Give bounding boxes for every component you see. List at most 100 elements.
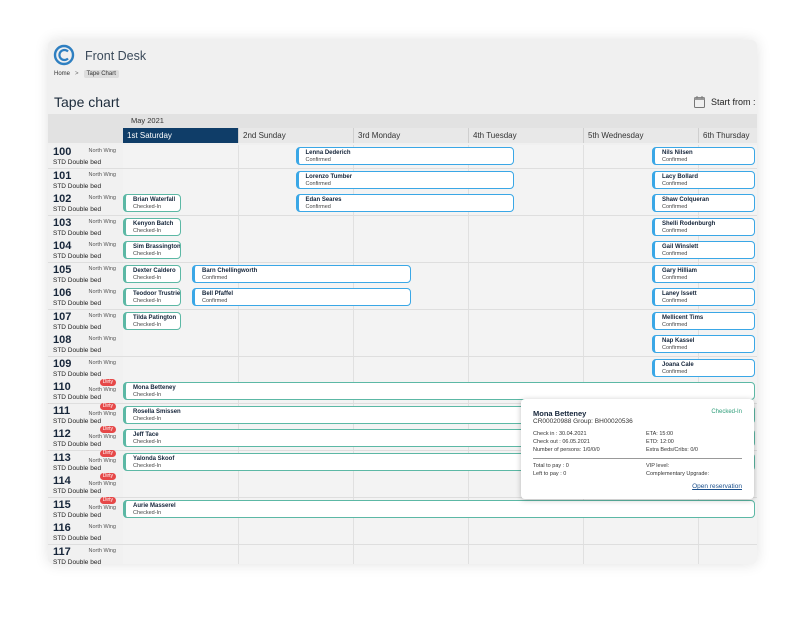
booking-bar[interactable]: Mellicent Tims Confirmed	[652, 311, 755, 330]
app-window: Front Desk Home > Tape Chart Tape chart …	[48, 40, 757, 564]
booking-bar[interactable]: Lorenzo Tumber Confirmed	[295, 170, 514, 189]
room-timeline[interactable]: Joana Cale Confirmed	[123, 356, 757, 380]
booking-status: Confirmed	[202, 274, 228, 281]
room-timeline[interactable]: Teodoor Trustrie Checked-In Bell Pfaffel Co…	[123, 286, 757, 309]
booking-bar[interactable]: Sim Brassington Checked-In	[123, 241, 181, 259]
room-timeline[interactable]: Mona Betteney Checked-In	[123, 380, 757, 403]
day-gridline	[468, 544, 469, 564]
booking-bar[interactable]: Shelli Rodenburgh Confirmed	[652, 217, 755, 236]
breadcrumb: Home > Tape Chart	[54, 70, 119, 78]
day-gridline	[583, 145, 584, 168]
booking-guest-name: Lorenzo Tumber	[305, 173, 353, 180]
popup-left-to-pay: Left to pay : 0	[533, 471, 567, 477]
room-label[interactable]: 103 North Wing STD Double bed	[48, 215, 123, 239]
room-label[interactable]: 111 Dirty North Wing STD Double bed	[48, 402, 123, 427]
day-column-header[interactable]: 6th Thursday	[698, 128, 757, 143]
open-reservation-link[interactable]: Open reservation	[692, 483, 742, 490]
booking-bar[interactable]: Joana Cale Confirmed	[652, 358, 755, 377]
booking-bar[interactable]: Teodoor Trustrie Checked-In	[123, 288, 181, 306]
day-gridline	[238, 192, 239, 215]
room-number: 115	[53, 498, 71, 511]
room-timeline[interactable]: Tilda Patington Checked-In Mellicent Tims C…	[123, 309, 757, 333]
booking-status: Confirmed	[662, 321, 688, 328]
calendar-icon[interactable]	[694, 96, 705, 108]
room-wing: North Wing	[88, 547, 116, 554]
booking-bar[interactable]: Gary Hilliam Confirmed	[652, 264, 755, 283]
booking-status: Checked-In	[133, 321, 162, 328]
day-gridline	[583, 309, 584, 333]
day-column-header[interactable]: 1st Saturday	[123, 128, 238, 143]
booking-bar[interactable]: Dexter Caldero Checked-In	[123, 264, 181, 283]
booking-status: Checked-In	[133, 415, 162, 422]
booking-guest-name: Kenyon Batch	[133, 220, 174, 227]
room-timeline[interactable]: Lenna Dederich Confirmed Nils Nilsen Confir…	[123, 145, 757, 168]
dirty-badge: Dirty	[99, 473, 116, 480]
booking-bar[interactable]: Nap Kassel Confirmed	[652, 335, 755, 353]
day-column-header[interactable]: 4th Tuesday	[468, 128, 583, 143]
room-timeline[interactable]	[123, 544, 757, 564]
booking-bar[interactable]: Nils Nilsen Confirmed	[652, 147, 755, 165]
booking-guest-name: Rosella Smissen	[133, 408, 181, 415]
room-label[interactable]: 108 North Wing STD Double bed	[48, 333, 123, 356]
booking-bar[interactable]: Bell Pfaffel Confirmed	[192, 288, 411, 306]
room-timeline[interactable]: Sim Brassington Checked-In Gail Winslett Co…	[123, 239, 757, 262]
room-number: 112	[53, 428, 71, 440]
booking-bar[interactable]: Brian Waterfall Checked-In	[123, 194, 181, 212]
booking-bar[interactable]: Lenna Dederich Confirmed	[295, 147, 514, 165]
room-label[interactable]: 116 North Wing STD Double bed	[48, 521, 123, 544]
room-timeline[interactable]: Kenyon Batch Checked-In Shelli Rodenburgh C…	[123, 215, 757, 239]
breadcrumb-home[interactable]: Home	[54, 71, 71, 77]
booking-bar[interactable]: Lacy Bollard Confirmed	[652, 170, 755, 189]
day-gridline	[468, 356, 469, 380]
day-column-header[interactable]: 2nd Sunday	[238, 128, 353, 143]
room-label[interactable]: 102 North Wing STD Double bed	[48, 192, 123, 215]
room-label[interactable]: 106 North Wing STD Double bed	[48, 286, 123, 309]
booking-bar[interactable]: Edan Seares Confirmed	[295, 194, 514, 212]
booking-bar[interactable]: Tilda Patington Checked-In	[123, 311, 181, 330]
day-column-header[interactable]: 5th Wednesday	[583, 128, 698, 143]
room-label[interactable]: 113 Dirty North Wing STD Double bed	[48, 449, 123, 474]
day-gridline	[583, 544, 584, 564]
booking-bar[interactable]: Shaw Colqueran Confirmed	[652, 194, 755, 212]
room-label[interactable]: 109 North Wing STD Double bed	[48, 356, 123, 380]
room-timeline[interactable]	[123, 521, 757, 544]
room-number: 110	[53, 381, 71, 393]
booking-status: Confirmed	[662, 180, 688, 187]
room-timeline[interactable]: Nap Kassel Confirmed	[123, 333, 757, 356]
room-timeline[interactable]: Dexter Caldero Checked-In Barn Chellingwor…	[123, 262, 757, 286]
start-from-picker[interactable]: Start from :	[694, 96, 756, 108]
room-label[interactable]: 100 North Wing STD Double bed	[48, 145, 123, 168]
room-label[interactable]: 110 Dirty North Wing STD Double bed	[48, 379, 123, 403]
room-timeline[interactable]: Brian Waterfall Checked-In Edan Seares Conf…	[123, 192, 757, 215]
booking-bar[interactable]: Laney Issett Confirmed	[652, 288, 755, 306]
booking-bar[interactable]: Gail Winslett Confirmed	[652, 241, 755, 259]
room-timeline[interactable]: Lorenzo Tumber Confirmed Lacy Bollard Confi…	[123, 168, 757, 192]
booking-bar[interactable]: Barn Chellingworth Confirmed	[192, 264, 411, 283]
booking-guest-name: Aurie Masserel	[133, 502, 176, 509]
popup-upgrade: Complementary Upgrade:	[646, 471, 709, 477]
room-label[interactable]: 101 North Wing STD Double bed	[48, 168, 123, 192]
booking-status: Confirmed	[662, 368, 688, 375]
booking-bar[interactable]: Kenyon Batch Checked-In	[123, 217, 181, 236]
popup-vip-level: VIP level:	[646, 463, 670, 469]
room-label[interactable]: 104 North Wing STD Double bed	[48, 239, 123, 262]
booking-guest-name: Brian Waterfall	[133, 197, 176, 203]
room-number: 107	[53, 310, 72, 323]
day-gridline	[468, 215, 469, 239]
day-column-header[interactable]: 3rd Monday	[353, 128, 468, 143]
dirty-badge: Dirty	[99, 426, 116, 433]
day-gridline	[238, 239, 239, 262]
room-label[interactable]: 115 Dirty North Wing STD Double bed	[48, 496, 123, 521]
room-label[interactable]: 112 Dirty North Wing STD Double bed	[48, 426, 123, 450]
room-row: 100 North Wing STD Double bed Lenna Dederic…	[48, 145, 757, 169]
room-label[interactable]: 105 North Wing STD Double bed	[48, 262, 123, 286]
room-row: 101 North Wing STD Double bed Lorenzo Tumbe…	[48, 168, 757, 193]
day-gridline	[238, 145, 239, 168]
room-type: STD Double bed	[53, 347, 102, 354]
room-label[interactable]: 107 North Wing STD Double bed	[48, 309, 123, 333]
room-timeline[interactable]: Aurie Masserel Checked-In	[123, 497, 757, 521]
booking-bar[interactable]: Aurie Masserel Checked-In	[123, 499, 755, 518]
room-label[interactable]: 114 Dirty North Wing STD Double bed	[48, 473, 123, 497]
room-label[interactable]: 117 North Wing STD Double bed	[48, 544, 123, 564]
booking-bar[interactable]: Mona Betteney Checked-In	[123, 382, 755, 400]
